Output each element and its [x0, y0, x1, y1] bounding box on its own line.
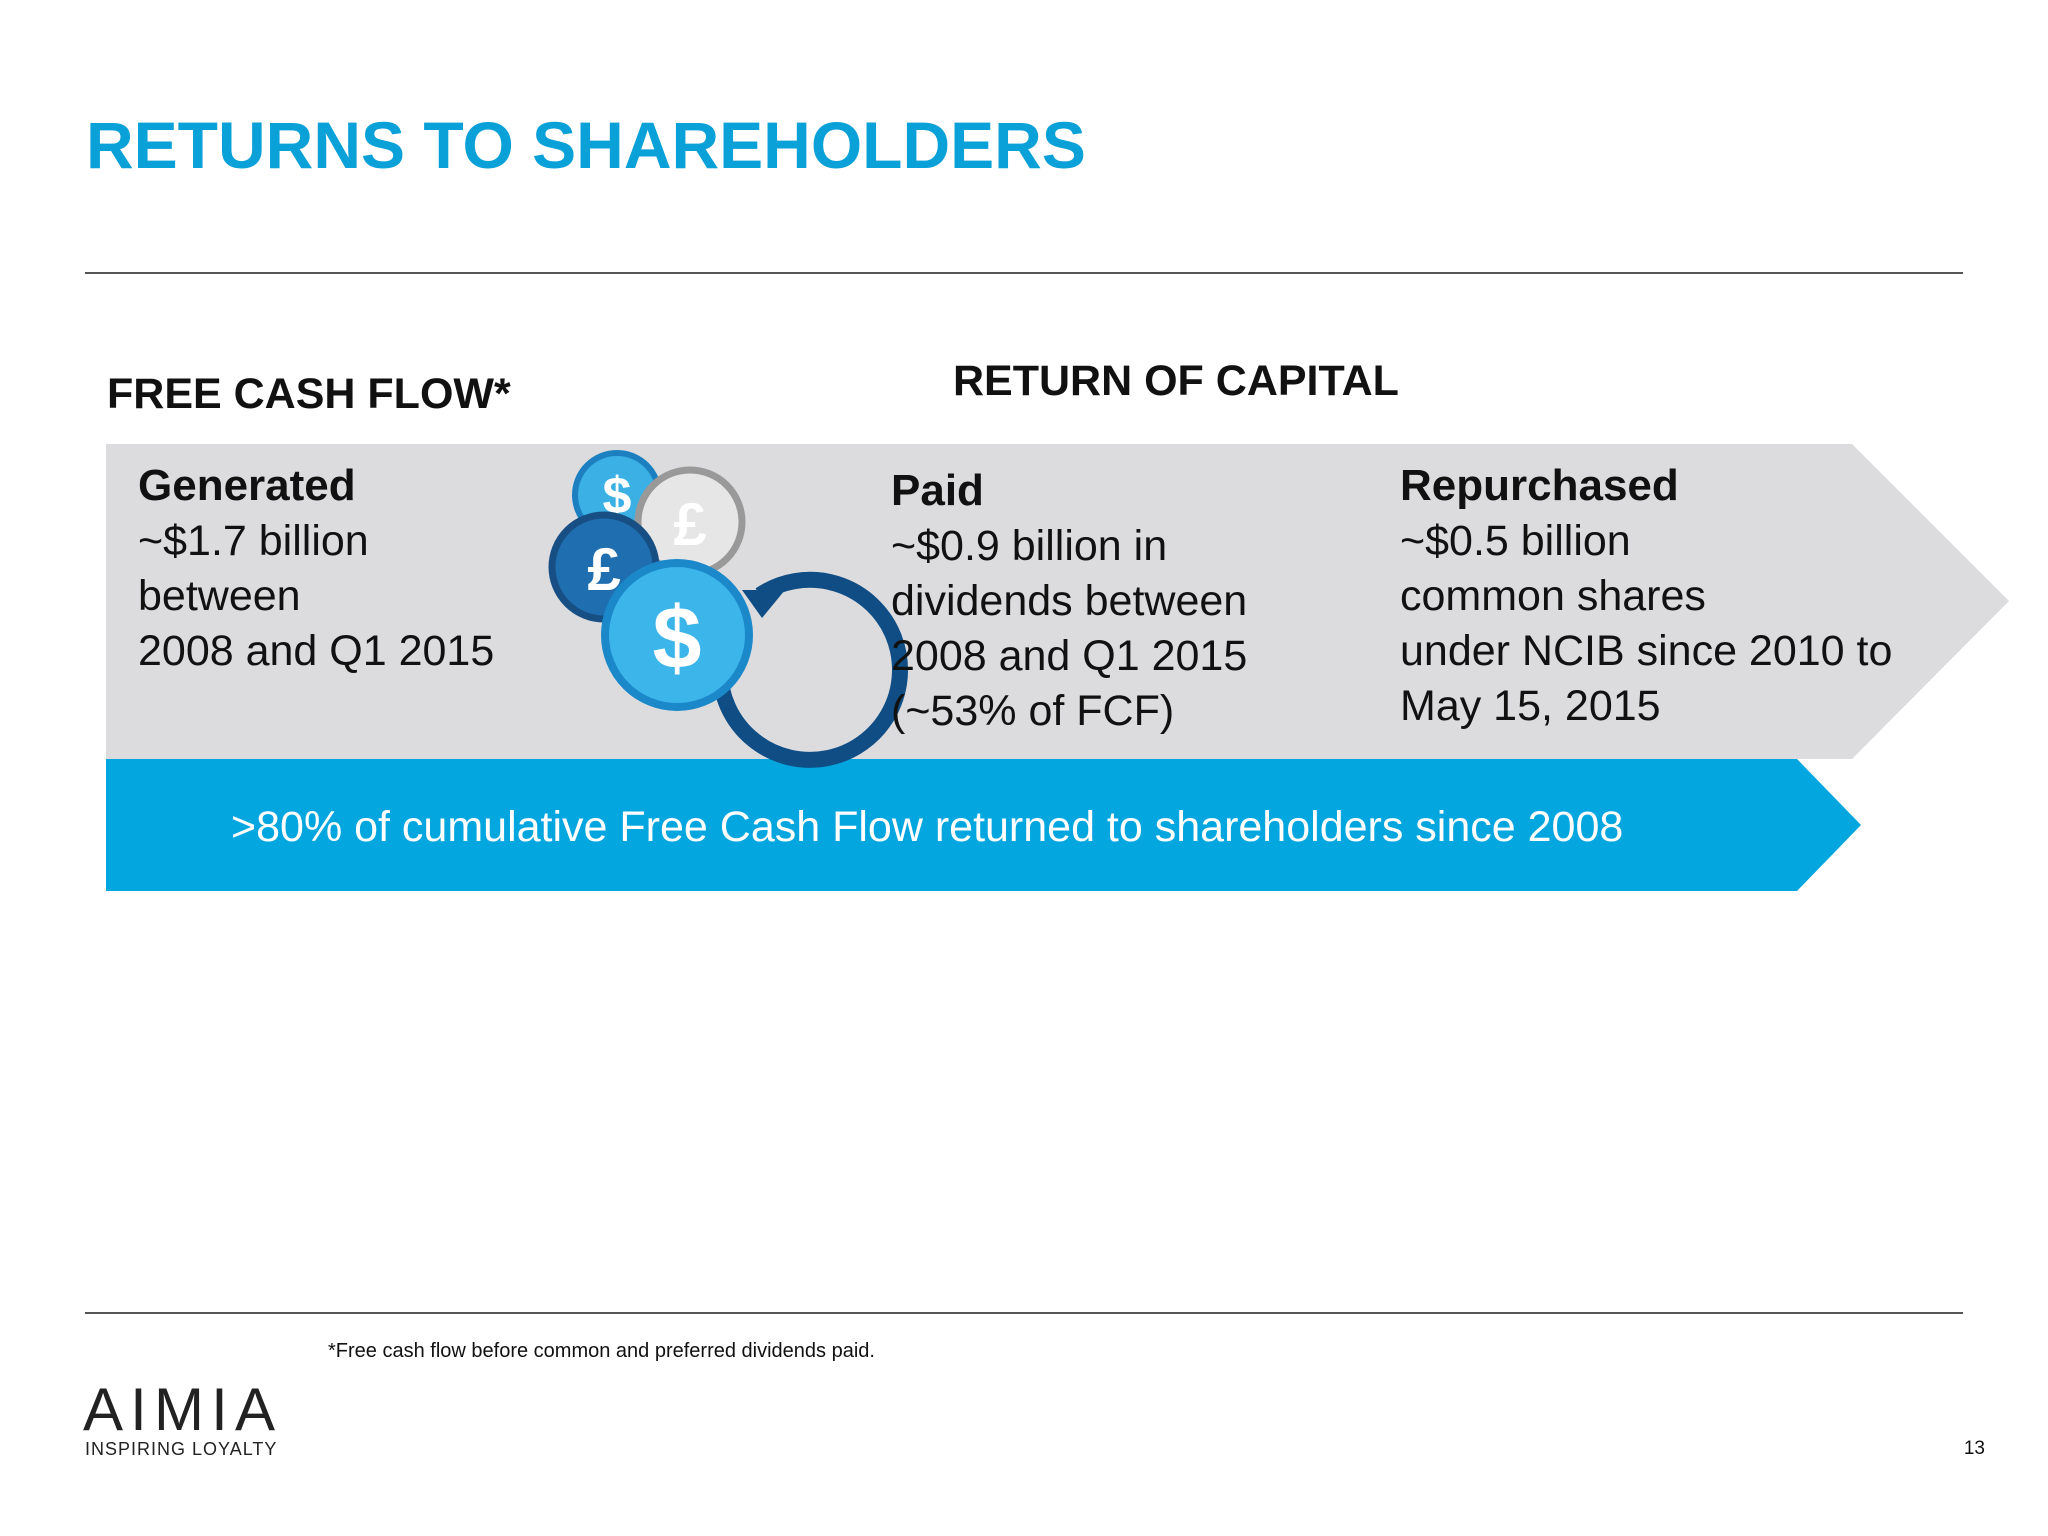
- panel-line: ~$1.7 billion: [138, 517, 369, 565]
- svg-text:£: £: [673, 491, 706, 558]
- section-heading: FREE CASH FLOW*: [107, 370, 511, 418]
- panel-line: common shares: [1400, 572, 1706, 620]
- panel-heading: Paid: [891, 466, 984, 515]
- panel-heading: Repurchased: [1400, 461, 1679, 510]
- blue-arrow: [106, 759, 1861, 891]
- footnote: *Free cash flow before common and prefer…: [328, 1340, 875, 1362]
- panel-line: ~$0.9 billion in: [891, 522, 1167, 570]
- coins-icon: $ £ £ $: [548, 450, 908, 768]
- panel-line: dividends between: [891, 577, 1247, 625]
- svg-text:$: $: [653, 588, 702, 687]
- logo: AIMIA: [83, 1376, 279, 1443]
- panel-line: May 15, 2015: [1400, 682, 1661, 730]
- logo-tagline: INSPIRING LOYALTY: [85, 1439, 277, 1459]
- panel-line: 2008 and Q1 2015: [138, 627, 494, 675]
- panel-heading: Generated: [138, 461, 356, 510]
- banner-text: >80% of cumulative Free Cash Flow return…: [231, 803, 1623, 851]
- panel-line: 2008 and Q1 2015: [891, 632, 1247, 680]
- section-heading: RETURN OF CAPITAL: [953, 357, 1399, 405]
- panel-line: under NCIB since 2010 to: [1400, 627, 1892, 675]
- panel-line: (~53% of FCF): [891, 687, 1174, 735]
- panels: Generated ~$1.7 billion between 2008 and Q1…: [138, 461, 1892, 735]
- panel-line: ~$0.5 billion: [1400, 517, 1631, 565]
- panel-line: between: [138, 572, 301, 620]
- page-number: 13: [1964, 1438, 1985, 1459]
- title: RETURNS TO SHAREHOLDERS: [86, 108, 1086, 182]
